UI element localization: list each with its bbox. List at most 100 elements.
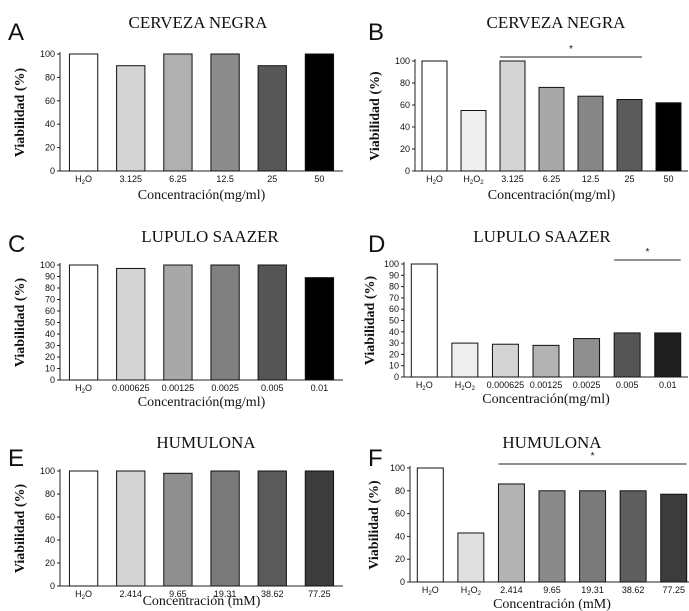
y-tick-label: 60 [389,304,399,314]
significance-star: * [591,451,595,462]
y-tick-label: 40 [45,329,55,339]
x-axis-label: Concentración(mg/ml) [138,188,266,203]
y-tick-label: 70 [45,295,55,305]
y-axis-label: Viabilidad (%) [13,278,28,368]
panel-label: B [368,19,384,46]
y-tick-label: 40 [45,535,55,545]
bar [163,264,193,381]
bar [257,470,287,587]
x-tick-label: 77.25 [662,585,685,595]
x-tick-label: 6.25 [169,174,187,184]
y-tick-label: 50 [45,318,55,328]
bar [613,332,641,378]
bar [116,65,146,172]
x-tick-label: 0.005 [261,383,284,393]
bar [304,470,335,587]
chart-title: HUMULONA [502,433,602,452]
bar [654,332,682,378]
x-tick-label: H2O [426,174,443,186]
y-tick-label: 40 [45,119,55,129]
x-tick-label: 0.000625 [112,383,150,393]
y-tick-label: 20 [45,558,55,568]
y-tick-label: 0 [50,375,55,385]
panel-f: F HUMULONA Viabilidad (%) 0 20 40 60 80 100 H2O H2… [367,433,689,611]
y-tick-label: 100 [40,260,55,270]
x-axis-label: Concentración(mg/ml) [488,188,616,203]
panel-e: E HUMULONA Viabilidad (%) 0 20 40 60 80 100 H2O 2.… [8,433,343,609]
y-tick-label: 90 [45,272,55,282]
y-tick-label: 0 [50,166,55,176]
x-tick-label: 38.62 [622,585,645,595]
x-tick-label: H2O [416,380,433,392]
bar [619,490,647,583]
bar [577,95,604,172]
bar [499,60,526,172]
significance-star: * [569,44,573,55]
x-tick-label: 77.25 [308,589,331,599]
x-tick-label: 0.005 [616,380,639,390]
bar [532,344,560,378]
x-tick-label: H2O [75,383,92,395]
x-tick-label: 9.65 [169,589,187,599]
y-tick-label: 60 [45,306,55,316]
bar [210,470,240,587]
panel-label: C [8,231,25,258]
y-tick-label: 0 [394,372,399,382]
bar [304,53,335,172]
x-tick-label: 3.125 [119,174,142,184]
x-tick-label: 25 [267,174,277,184]
chart-title: HUMULONA [156,433,256,452]
bar [416,467,444,583]
chart-title: CERVEZA NEGRA [129,13,269,32]
y-tick-label: 60 [45,512,55,522]
bar [538,86,565,172]
bar [410,263,438,378]
x-tick-label: 0.00125 [162,383,195,393]
x-tick-label: 0.0025 [573,380,601,390]
bar [304,277,335,381]
y-tick-label: 20 [400,144,410,154]
panel-label: F [368,445,383,472]
panel-label: A [8,19,24,46]
chart-title: LUPULO SAAZER [473,227,611,246]
y-tick-label: 80 [395,486,405,496]
y-tick-label: 20 [389,349,399,359]
bar [497,483,525,583]
y-tick-label: 60 [45,96,55,106]
bar [451,342,479,378]
x-tick-label: 25 [624,174,634,184]
bar [421,60,448,172]
x-tick-label: H2O [75,174,92,186]
bar [68,264,99,381]
x-axis-label: Concentración (mM) [493,597,611,611]
x-tick-label: H2O [75,589,92,601]
bar [538,490,566,583]
panel-a: A CERVEZA NEGRA Viabilidad (%) 0 20 40 60 80 100… [8,13,343,203]
y-tick-label: 30 [45,341,55,351]
y-tick-label: 10 [389,361,399,371]
x-tick-label: 50 [314,174,324,184]
y-axis-label: Viabilidad (%) [363,276,378,366]
x-tick-label: 2.414 [500,585,523,595]
y-tick-label: 80 [45,72,55,82]
y-tick-label: 80 [45,489,55,499]
y-tick-label: 90 [389,270,399,280]
y-tick-label: 50 [389,316,399,326]
x-tick-label: H2O2 [461,585,482,597]
y-tick-label: 0 [400,577,405,587]
x-tick-label: 0.00125 [530,380,563,390]
x-tick-label: 0.01 [311,383,329,393]
y-tick-label: 60 [395,509,405,519]
x-tick-label: 50 [663,174,673,184]
x-axis-label: Concentración (mM) [143,594,261,609]
bar [210,264,240,381]
bar [68,53,99,172]
x-tick-label: 19.31 [214,589,237,599]
bar [116,267,146,381]
y-tick-label: 0 [50,581,55,591]
y-tick-label: 20 [45,143,55,153]
x-tick-label: 9.65 [543,585,561,595]
y-tick-label: 10 [45,364,55,374]
bar [163,53,193,172]
